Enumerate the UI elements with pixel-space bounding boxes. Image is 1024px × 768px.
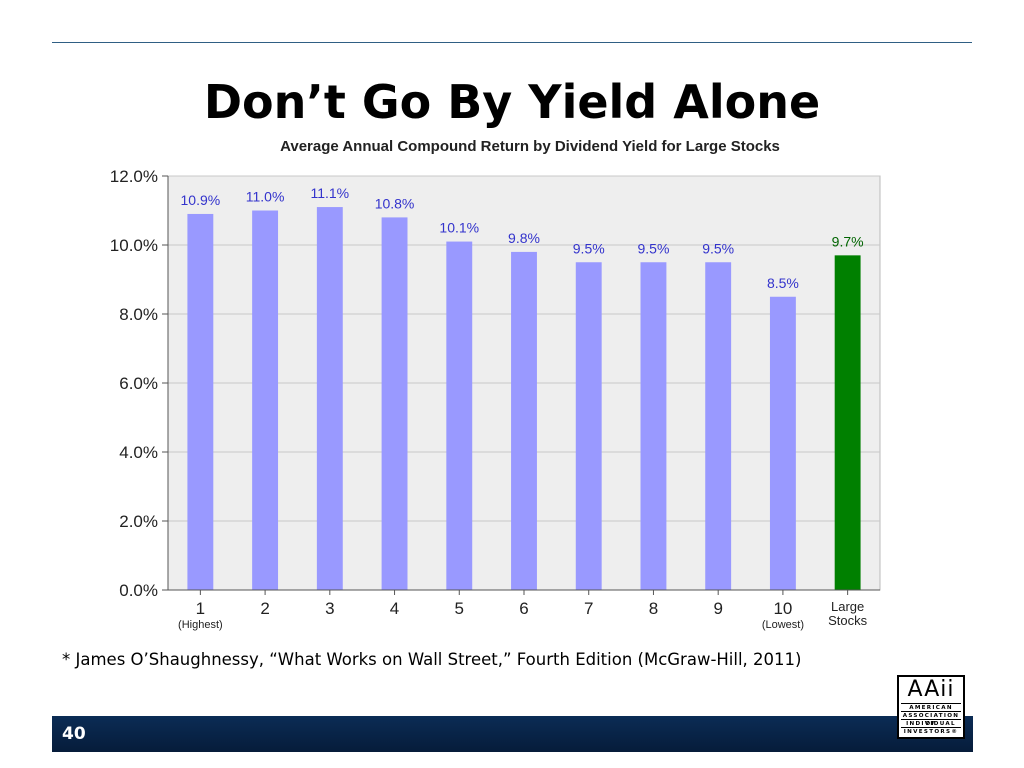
data-label: 10.8% — [375, 195, 415, 211]
data-label: 10.9% — [181, 192, 221, 208]
x-category-label: Large — [831, 599, 864, 614]
x-category-label: 4 — [390, 599, 399, 618]
x-category-label: 1 — [196, 599, 205, 618]
x-category-label: 10 — [773, 599, 792, 618]
bar — [316, 207, 343, 591]
x-category-label: 9 — [713, 599, 722, 618]
y-tick-label: 8.0% — [119, 305, 158, 324]
x-category-sublabel: (Lowest) — [762, 619, 804, 631]
logo-line-3: INDIVIDUAL — [901, 719, 961, 728]
data-label: 10.1% — [439, 220, 479, 236]
logo-line-4: INVESTORS® — [901, 727, 961, 736]
logo-mark: AAii — [907, 677, 955, 702]
data-label: 8.5% — [767, 275, 799, 291]
x-category-sublabel: (Highest) — [178, 619, 223, 631]
source-footnote: * James O’Shaughnessy, “What Works on Wa… — [62, 650, 802, 669]
bar-chart: Average Annual Compound Return by Divide… — [110, 138, 881, 631]
chart-title: Average Annual Compound Return by Divide… — [280, 138, 780, 155]
y-tick-label: 6.0% — [119, 374, 158, 393]
bar — [575, 262, 602, 590]
data-label: 9.5% — [637, 240, 669, 256]
bar — [640, 262, 667, 590]
slide-title: Don’t Go By Yield Alone — [203, 75, 821, 129]
bar — [381, 217, 408, 590]
logo-line-2: ASSOCIATION OF — [901, 711, 961, 727]
x-category-label: 7 — [584, 599, 593, 618]
y-tick-label: 4.0% — [119, 443, 158, 462]
footer-bar: 40 — [52, 716, 973, 752]
data-label: 11.0% — [246, 189, 285, 205]
bar — [252, 210, 279, 590]
x-category-label: 8 — [649, 599, 658, 618]
y-tick-label: 10.0% — [110, 236, 158, 255]
bar — [187, 213, 214, 590]
data-label: 9.7% — [832, 233, 864, 249]
x-category-label: 6 — [519, 599, 528, 618]
bar — [834, 255, 861, 590]
page-number: 40 — [62, 724, 86, 744]
data-label: 11.1% — [310, 185, 349, 201]
data-label: 9.5% — [573, 240, 605, 256]
bar — [705, 262, 732, 590]
x-category-label: 5 — [455, 599, 464, 618]
top-rule — [52, 42, 972, 43]
x-category-label: 3 — [325, 599, 334, 618]
logo-line-1: AMERICAN — [901, 703, 961, 712]
data-label: 9.8% — [508, 230, 540, 246]
aaii-logo: AAii AMERICAN ASSOCIATION OF INDIVIDUAL … — [897, 675, 965, 739]
x-category-label: Stocks — [828, 613, 868, 628]
bar — [769, 296, 796, 590]
y-tick-label: 12.0% — [110, 167, 158, 186]
bar — [511, 251, 537, 590]
bar — [446, 241, 473, 591]
data-label: 9.5% — [702, 240, 734, 256]
y-tick-label: 0.0% — [119, 581, 158, 600]
y-tick-label: 2.0% — [119, 512, 158, 531]
x-category-label: 2 — [260, 599, 269, 618]
